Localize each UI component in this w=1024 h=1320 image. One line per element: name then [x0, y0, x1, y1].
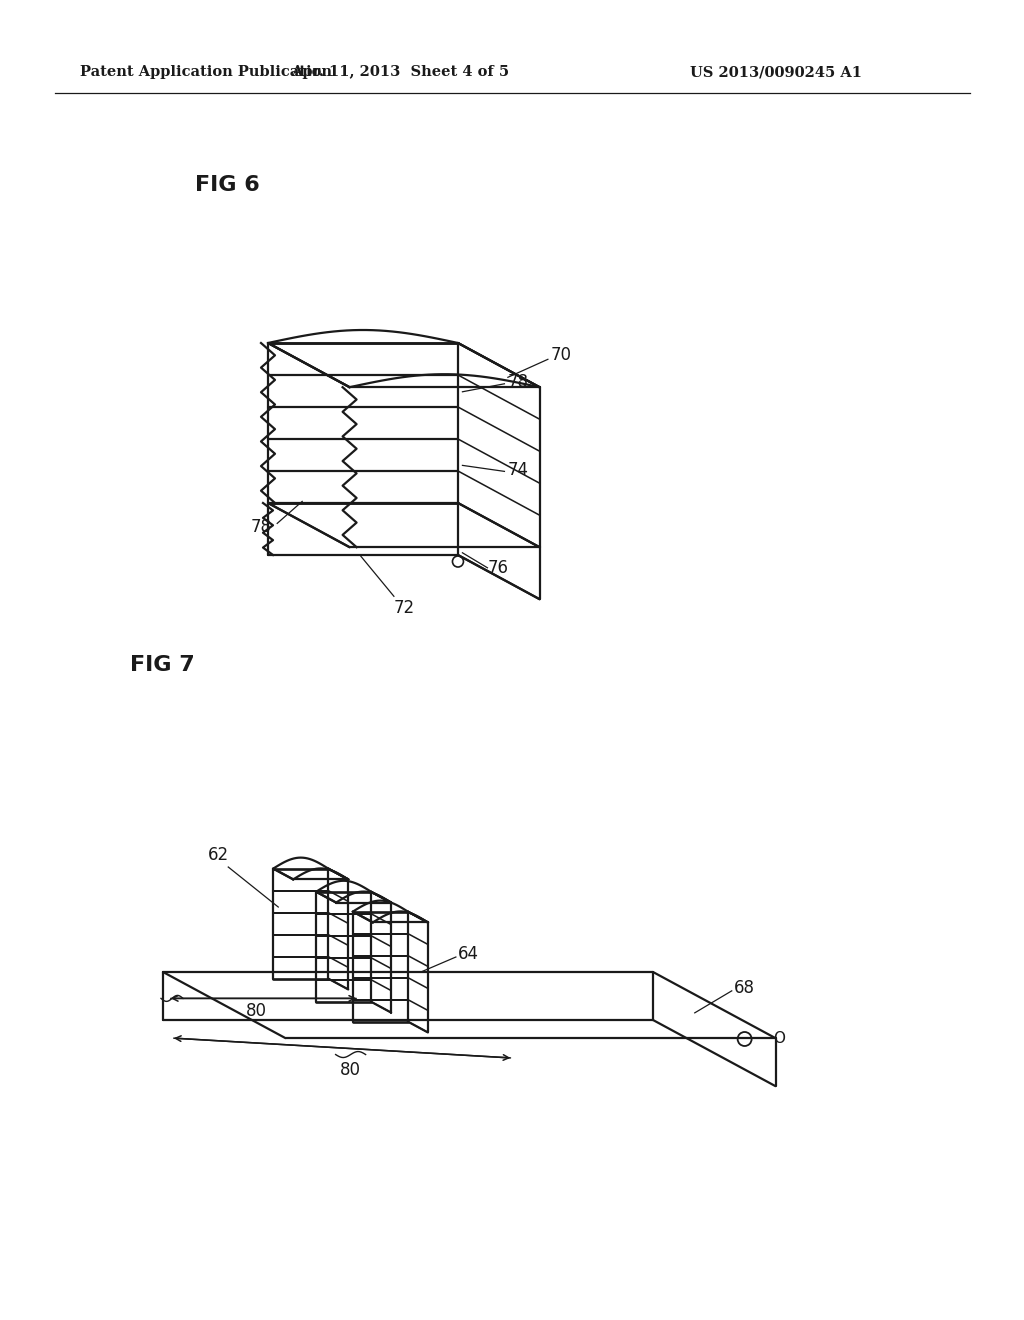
Text: 74: 74: [508, 462, 528, 479]
Text: 80: 80: [340, 1060, 361, 1078]
Text: 76: 76: [487, 558, 509, 577]
Text: 80: 80: [246, 1002, 266, 1020]
Text: 64: 64: [458, 945, 479, 964]
Text: Patent Application Publication: Patent Application Publication: [80, 65, 332, 79]
Text: 70: 70: [551, 346, 571, 364]
Text: O: O: [773, 1031, 785, 1047]
Text: 78: 78: [250, 519, 271, 536]
Text: 68: 68: [734, 979, 755, 997]
Text: FIG 6: FIG 6: [195, 176, 260, 195]
Text: US 2013/0090245 A1: US 2013/0090245 A1: [690, 65, 862, 79]
Text: 78: 78: [508, 372, 528, 391]
Text: 72: 72: [394, 599, 415, 618]
Text: Apr. 11, 2013  Sheet 4 of 5: Apr. 11, 2013 Sheet 4 of 5: [291, 65, 509, 79]
Text: FIG 7: FIG 7: [130, 655, 195, 675]
Text: 62: 62: [208, 846, 229, 865]
